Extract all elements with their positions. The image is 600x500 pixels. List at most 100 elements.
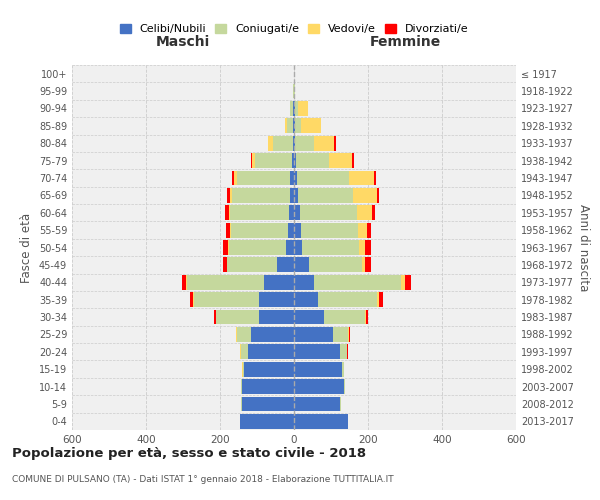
Bar (229, 240, 294, 255)
Bar (268, 136, 294, 150)
Bar (285, 118, 294, 133)
Bar (230, 222, 294, 238)
Bar (294, 206, 373, 220)
Bar (294, 327, 333, 342)
Bar (289, 222, 294, 238)
Bar (294, 362, 344, 376)
Bar (294, 84, 295, 98)
Bar (242, 379, 294, 394)
Bar (231, 222, 294, 238)
Bar (194, 292, 294, 307)
Bar (294, 118, 301, 133)
Bar (290, 101, 294, 116)
Bar (294, 153, 329, 168)
Bar (242, 362, 294, 376)
Bar (294, 136, 314, 150)
Bar (255, 153, 294, 168)
Bar (294, 310, 365, 324)
Bar (214, 310, 294, 324)
Bar (233, 170, 294, 186)
Bar (290, 101, 294, 116)
Bar (294, 118, 320, 133)
Bar (251, 327, 294, 342)
Bar (294, 275, 410, 289)
Bar (226, 222, 294, 238)
Bar (294, 310, 323, 324)
Bar (294, 84, 295, 98)
Bar (223, 258, 294, 272)
Bar (294, 188, 353, 202)
Bar (294, 258, 362, 272)
Bar (294, 222, 358, 238)
Bar (294, 275, 314, 289)
Bar (294, 344, 347, 359)
Bar (242, 362, 294, 376)
Bar (294, 362, 344, 376)
Bar (294, 292, 379, 307)
Bar (293, 84, 294, 98)
Bar (216, 310, 294, 324)
Bar (265, 275, 294, 289)
Bar (227, 258, 294, 272)
Bar (294, 396, 341, 411)
Bar (285, 118, 294, 133)
Bar (294, 396, 340, 411)
Bar (287, 118, 294, 133)
Bar (294, 170, 374, 186)
Bar (294, 170, 349, 186)
Bar (293, 101, 294, 116)
Bar (182, 275, 294, 289)
Bar (240, 344, 294, 359)
Bar (294, 136, 334, 150)
Bar (294, 310, 368, 324)
Bar (294, 118, 322, 133)
Bar (230, 188, 294, 202)
Bar (294, 258, 309, 272)
Bar (294, 170, 376, 186)
Bar (190, 292, 294, 307)
Bar (294, 222, 367, 238)
Bar (241, 379, 294, 394)
Bar (242, 362, 294, 376)
Bar (193, 292, 294, 307)
Bar (294, 362, 342, 376)
Bar (294, 258, 371, 272)
Bar (294, 153, 296, 168)
Bar (241, 379, 294, 394)
Bar (294, 344, 340, 359)
Bar (294, 292, 383, 307)
Bar (227, 258, 294, 272)
Bar (294, 240, 365, 255)
Bar (241, 396, 294, 411)
Bar (294, 136, 336, 150)
Bar (240, 414, 294, 428)
Bar (294, 292, 318, 307)
Bar (293, 84, 294, 98)
Bar (294, 414, 348, 428)
Bar (228, 240, 294, 255)
Bar (294, 396, 341, 411)
Bar (293, 84, 294, 98)
Bar (232, 188, 294, 202)
Bar (293, 136, 294, 150)
Bar (259, 292, 294, 307)
Bar (294, 206, 299, 220)
Bar (294, 362, 344, 376)
Text: Femmine: Femmine (370, 36, 440, 50)
Bar (294, 101, 295, 116)
Bar (294, 344, 347, 359)
Bar (294, 240, 371, 255)
Bar (294, 275, 401, 289)
Bar (225, 206, 294, 220)
Bar (290, 101, 294, 116)
Text: COMUNE DI PULSANO (TA) - Dati ISTAT 1° gennaio 2018 - Elaborazione TUTTITALIA.IT: COMUNE DI PULSANO (TA) - Dati ISTAT 1° g… (12, 476, 394, 484)
Bar (252, 153, 294, 168)
Bar (294, 136, 295, 150)
Bar (294, 240, 302, 255)
Bar (294, 414, 347, 428)
Bar (241, 344, 294, 359)
Bar (294, 222, 371, 238)
Bar (277, 258, 294, 272)
Y-axis label: Anni di nascita: Anni di nascita (577, 204, 590, 291)
Bar (294, 414, 348, 428)
